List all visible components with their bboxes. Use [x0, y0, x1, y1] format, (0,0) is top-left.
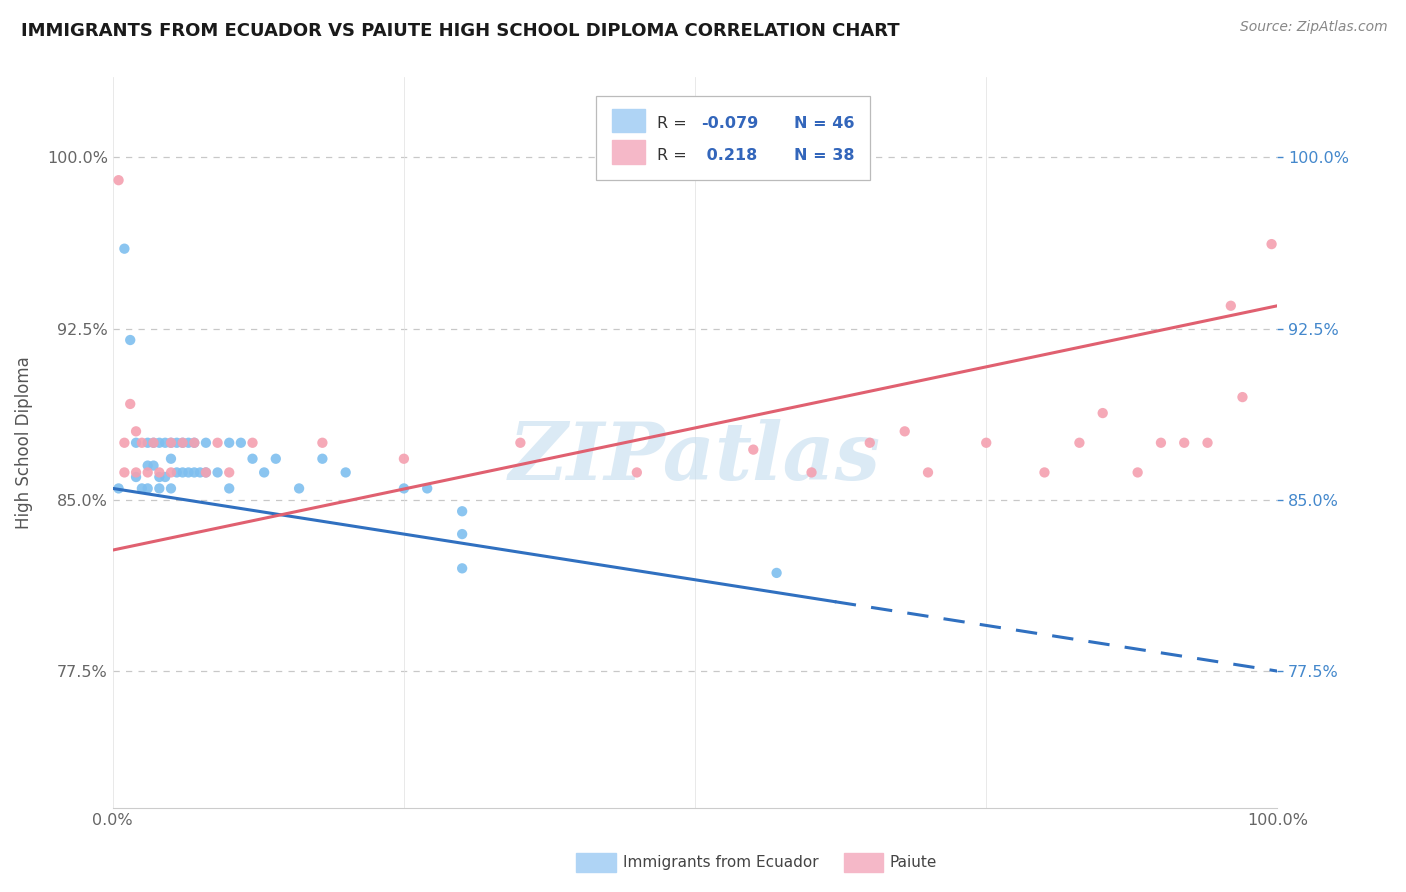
Point — [242, 451, 264, 466]
Point — [194, 435, 217, 450]
Text: R =: R = — [657, 148, 692, 163]
Point — [172, 466, 194, 480]
Point — [218, 435, 240, 450]
Point — [166, 466, 188, 480]
Point — [974, 435, 997, 450]
Point — [1260, 237, 1282, 252]
Bar — [613, 109, 645, 132]
Point — [142, 435, 165, 450]
Point — [188, 466, 211, 480]
Point — [1219, 299, 1241, 313]
Point — [112, 466, 135, 480]
Point — [765, 566, 787, 580]
Text: ZIPatlas: ZIPatlas — [509, 418, 882, 496]
Point — [800, 466, 823, 480]
Point — [1150, 435, 1173, 450]
Text: Immigrants from Ecuador: Immigrants from Ecuador — [623, 855, 818, 870]
Point — [177, 435, 200, 450]
Text: -0.079: -0.079 — [702, 116, 758, 131]
Point — [194, 466, 217, 480]
Point — [1232, 390, 1254, 404]
Text: N = 46: N = 46 — [794, 116, 855, 131]
Point — [229, 435, 252, 450]
Point — [1126, 466, 1149, 480]
Point — [859, 435, 882, 450]
Point — [153, 470, 176, 484]
Point — [288, 482, 311, 496]
Point — [742, 442, 765, 457]
Bar — [613, 140, 645, 163]
Point — [1173, 435, 1195, 450]
Point — [451, 561, 474, 575]
Point — [218, 466, 240, 480]
Point — [311, 451, 333, 466]
Point — [160, 435, 183, 450]
Point — [893, 425, 915, 439]
Point — [125, 466, 148, 480]
Text: IMMIGRANTS FROM ECUADOR VS PAIUTE HIGH SCHOOL DIPLOMA CORRELATION CHART: IMMIGRANTS FROM ECUADOR VS PAIUTE HIGH S… — [21, 22, 900, 40]
Point — [207, 435, 229, 450]
Point — [148, 482, 170, 496]
Point — [451, 527, 474, 541]
Point — [112, 435, 135, 450]
Text: N = 38: N = 38 — [794, 148, 855, 163]
Point — [142, 435, 165, 450]
Y-axis label: High School Diploma: High School Diploma — [15, 357, 32, 529]
Point — [392, 482, 415, 496]
Point — [242, 435, 264, 450]
Point — [125, 435, 148, 450]
Point — [136, 482, 159, 496]
Point — [160, 482, 183, 496]
Point — [160, 451, 183, 466]
Point — [194, 466, 217, 480]
Point — [125, 425, 148, 439]
Point — [1197, 435, 1219, 450]
Text: 0.218: 0.218 — [702, 148, 758, 163]
Point — [392, 451, 415, 466]
Point — [264, 451, 287, 466]
Point — [107, 173, 129, 187]
Point — [136, 466, 159, 480]
Point — [120, 397, 142, 411]
Text: Paiute: Paiute — [890, 855, 938, 870]
Point — [120, 333, 142, 347]
Point — [107, 482, 129, 496]
Point — [1033, 466, 1056, 480]
Point — [253, 466, 276, 480]
Point — [166, 435, 188, 450]
Point — [1091, 406, 1114, 420]
Point — [131, 482, 153, 496]
Point — [626, 466, 648, 480]
Point — [183, 435, 205, 450]
Point — [160, 435, 183, 450]
Point — [153, 435, 176, 450]
Point — [160, 466, 183, 480]
Point — [148, 470, 170, 484]
Point — [136, 435, 159, 450]
Bar — [596, 95, 870, 179]
Text: R =: R = — [657, 116, 692, 131]
Point — [177, 466, 200, 480]
Point — [1069, 435, 1091, 450]
Point — [125, 470, 148, 484]
Point — [148, 466, 170, 480]
Point — [311, 435, 333, 450]
Point — [131, 435, 153, 450]
Point — [148, 435, 170, 450]
Point — [416, 482, 439, 496]
Point — [183, 466, 205, 480]
Point — [509, 435, 531, 450]
Point — [451, 504, 474, 518]
Point — [183, 435, 205, 450]
Point — [142, 458, 165, 473]
Point — [335, 466, 357, 480]
Point — [172, 435, 194, 450]
Text: Source: ZipAtlas.com: Source: ZipAtlas.com — [1240, 20, 1388, 34]
Point — [917, 466, 939, 480]
Point — [112, 242, 135, 256]
Point — [136, 458, 159, 473]
Point — [218, 482, 240, 496]
Point — [172, 435, 194, 450]
Point — [207, 466, 229, 480]
